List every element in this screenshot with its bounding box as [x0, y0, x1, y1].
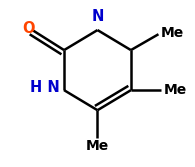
Text: Me: Me	[163, 83, 187, 97]
Text: O: O	[22, 21, 35, 36]
Text: Me: Me	[86, 139, 109, 153]
Text: H N: H N	[30, 80, 60, 95]
Text: N: N	[91, 9, 104, 24]
Text: Me: Me	[161, 26, 184, 40]
